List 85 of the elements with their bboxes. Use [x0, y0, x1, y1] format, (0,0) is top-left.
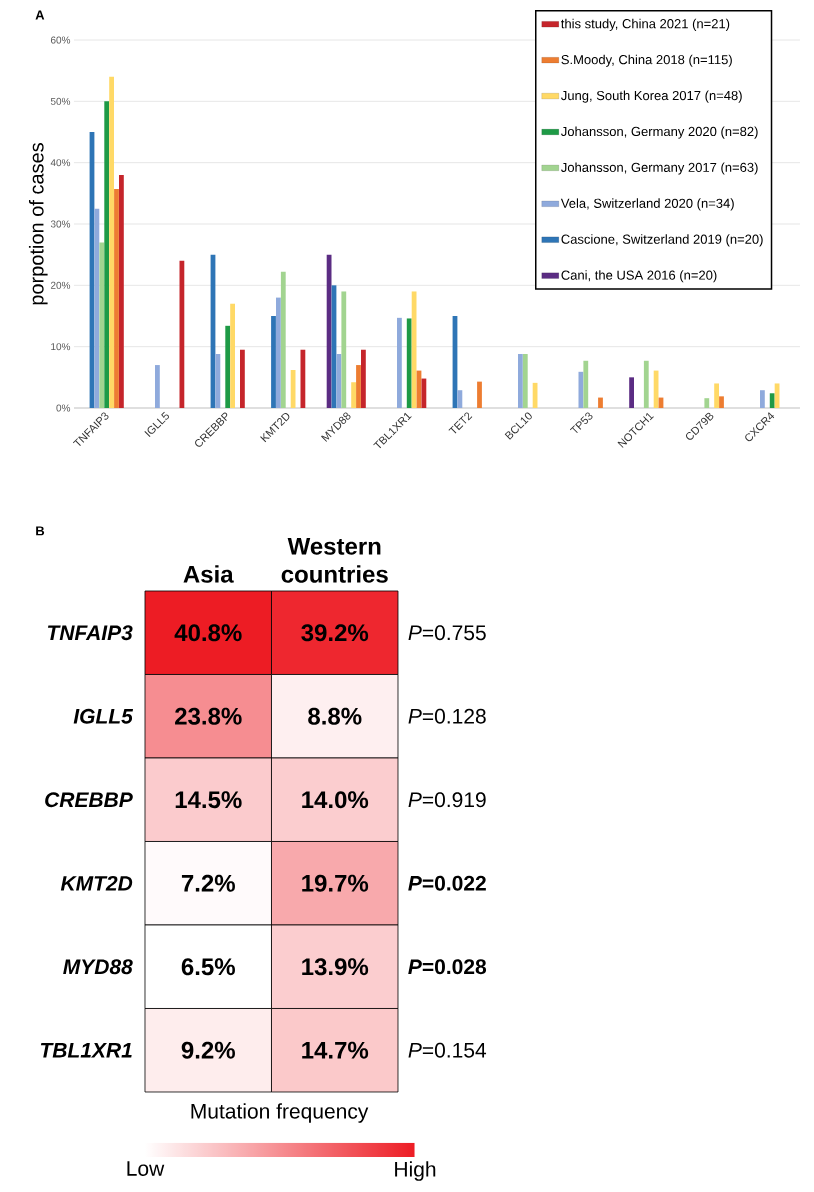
legend-label: Jung, South Korea 2017 (n=48): [561, 90, 742, 103]
bar: [643, 360, 649, 408]
y-tick-label: 10%: [51, 343, 71, 351]
bar: [704, 398, 710, 408]
bar: [583, 360, 589, 408]
bar: [477, 381, 482, 408]
bar: [336, 354, 342, 408]
y-tick-label: 30%: [50, 220, 71, 228]
x-tick-label: Asia: [183, 565, 234, 583]
bar: [230, 303, 235, 408]
text: A: [35, 10, 45, 20]
y-tick-label: TNFAIP3: [47, 625, 133, 641]
legend-label: Johansson, Germany 2020 (n=82): [561, 126, 758, 139]
bar: [714, 383, 719, 408]
bar: [361, 349, 366, 408]
y-tick-label: 0%: [56, 404, 71, 412]
y-tick-label: 40%: [50, 159, 71, 167]
y-tick-label: IGLL5: [73, 708, 134, 724]
bar: [578, 371, 584, 408]
y2-tick-label: P=0.154: [408, 1042, 487, 1058]
bar: [769, 393, 775, 408]
data-label: 14.0%: [302, 791, 369, 809]
bar: [271, 316, 276, 408]
data-label: 6.5%: [181, 958, 235, 976]
bar: [341, 291, 347, 408]
data-label: 14.7%: [302, 1041, 369, 1059]
legend-label: Cani, the USA 2016 (n=20): [561, 270, 717, 283]
legend-label: Vela, Switzerland 2020 (n=34): [560, 198, 734, 211]
bar: [522, 354, 528, 408]
y2-tick-label: P=0.919: [408, 792, 486, 808]
x-tick-label: Western countries: [281, 538, 388, 583]
bar: [517, 354, 523, 408]
bar: [215, 354, 221, 408]
y2-tick-label: P=0.755: [408, 625, 486, 641]
data-label: 13.9%: [302, 958, 369, 976]
data-label: 8.8%: [308, 707, 362, 725]
bar: [179, 260, 185, 408]
data-label: 9.2%: [181, 1041, 235, 1059]
bar: [406, 318, 412, 408]
bar: [598, 397, 603, 408]
bar: [351, 382, 356, 408]
bar: [759, 390, 765, 408]
bar: [94, 208, 100, 408]
bar: [109, 76, 114, 408]
bar: [300, 349, 306, 408]
bar: [155, 365, 160, 408]
bar: [457, 390, 463, 408]
data-label: 40.8%: [174, 624, 242, 642]
color-bar-title: Mutation frequency: [191, 1103, 369, 1123]
bar: [240, 349, 245, 408]
bar: [119, 174, 124, 408]
data-label: 14.5%: [175, 791, 242, 809]
bar: [276, 297, 281, 408]
bar: [114, 189, 119, 408]
y2-tick-label: P=0.128: [408, 708, 486, 724]
bar: [99, 242, 105, 408]
legend-label: Johansson, Germany 2017 (n=63): [561, 162, 758, 175]
text: B: [36, 526, 45, 536]
color-bar-label: Low: [127, 1161, 165, 1176]
data-label: 19.7%: [302, 874, 369, 892]
y-tick-label: KMT2D: [60, 875, 133, 891]
y-tick-label: 50%: [50, 97, 71, 105]
legend-label: S.Moody, China 2018 (n=115): [561, 54, 732, 67]
bar: [356, 365, 361, 408]
category-label: P=0.028: [408, 959, 487, 975]
legend-label: this study, China 2021 (n=21): [561, 18, 730, 31]
y-tick-label: TBL1XR1: [40, 1043, 132, 1058]
data-label: 23.8%: [175, 707, 242, 725]
y-axis-title: porpotion of cases: [28, 143, 48, 305]
color-bar-label: High: [395, 1161, 436, 1181]
data-label: 39.2%: [301, 624, 369, 642]
bar: [280, 271, 286, 408]
bar: [396, 317, 402, 408]
y-tick-label: 60%: [50, 36, 71, 44]
y-tick-label: 20%: [50, 281, 71, 289]
data-label: 7.2%: [181, 874, 235, 892]
category-label: P=0.022: [408, 875, 486, 891]
bar: [719, 396, 724, 408]
bar: [629, 377, 634, 408]
bar: [421, 378, 427, 408]
legend-label: Cascione, Switzerland 2019 (n=20): [561, 234, 763, 247]
bar: [225, 325, 231, 408]
y-tick-label: CREBBP: [45, 792, 133, 808]
y-tick-label: MYD88: [63, 959, 133, 975]
bar: [104, 101, 110, 408]
